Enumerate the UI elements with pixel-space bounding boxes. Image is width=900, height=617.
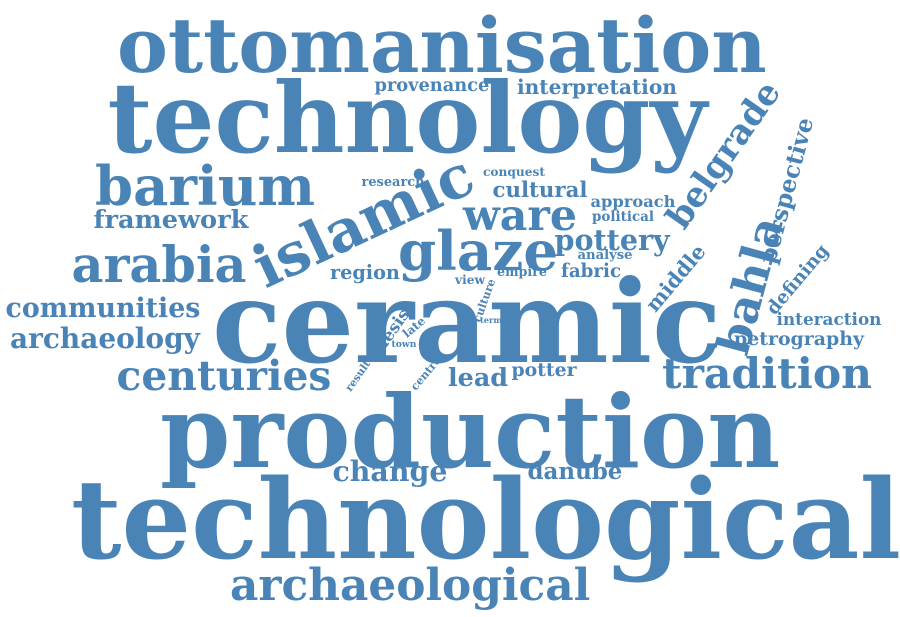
word-cultural: cultural: [492, 177, 588, 203]
word-barium: barium: [95, 154, 315, 218]
word-glaze: glaze: [398, 218, 559, 283]
word-view: view: [455, 273, 485, 287]
word-town: town: [391, 338, 417, 350]
word-danube: danube: [527, 457, 623, 485]
word-interpretation: interpretation: [517, 75, 677, 99]
word-lead: lead: [448, 361, 509, 392]
word-production: production: [160, 371, 781, 491]
word-conquest: conquest: [483, 165, 545, 179]
word-interaction: interaction: [776, 308, 882, 329]
word-approach: approach: [590, 192, 676, 211]
word-technology: technology: [107, 60, 707, 175]
word-pottery: pottery: [554, 222, 670, 257]
word-provenance: provenance: [374, 75, 490, 96]
word-political: political: [592, 208, 655, 225]
word-ware: ware: [463, 190, 578, 241]
word-framework: framework: [93, 205, 249, 235]
word-tradition: tradition: [662, 349, 872, 399]
word-analyse: analyse: [577, 247, 633, 263]
word-potter: potter: [511, 358, 577, 381]
word-communities: communities: [5, 292, 201, 324]
word-ottomanisation: ottomanisation: [117, 0, 767, 90]
word-centuries: centuries: [116, 351, 332, 400]
word-empire: empire: [497, 263, 547, 279]
word-archaeology: archaeology: [10, 322, 200, 355]
word-region: region: [330, 260, 400, 284]
word-term: term: [480, 315, 503, 325]
word-arabia: arabia: [71, 235, 247, 294]
word-change: change: [332, 454, 448, 488]
word-research: research: [361, 174, 425, 190]
word-technological: technological: [71, 454, 900, 584]
word-archaeological: archaeological: [230, 560, 591, 611]
word-petrography: petrography: [734, 327, 864, 350]
word-ceramic: ceramic: [212, 255, 722, 389]
word-fabric: fabric: [561, 261, 622, 282]
